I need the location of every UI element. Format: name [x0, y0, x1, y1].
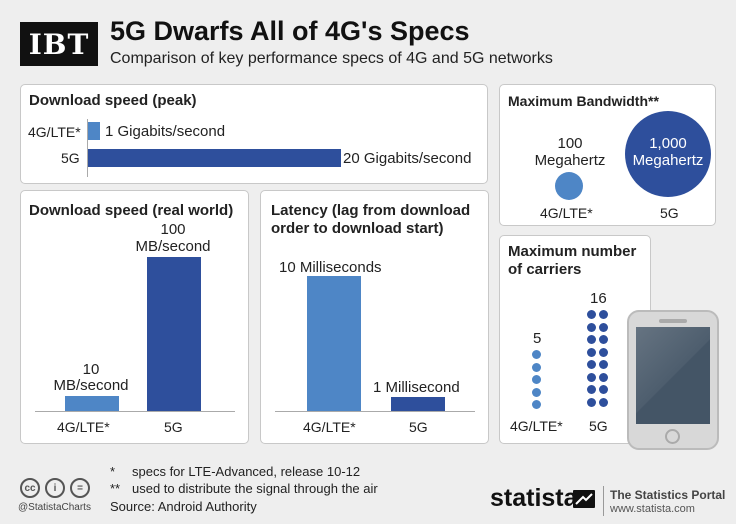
panel-peak-title: Download speed (peak) [29, 92, 197, 109]
real-baseline [35, 411, 235, 412]
cc-license-icon: cc [20, 478, 40, 498]
smartphone-speaker [659, 319, 687, 323]
peak-value-4g: 1 Gigabits/second [105, 123, 226, 140]
screen-glare [636, 327, 710, 424]
bandwidth-value-4g-unit: Megahertz [534, 152, 606, 169]
carriers-dots-4g [532, 350, 544, 412]
carrier-dot [587, 310, 596, 319]
panel-carriers-title-line2: of carriers [508, 261, 582, 278]
latency-bar-4g [307, 276, 361, 411]
latency-value-4g: 10 Milliseconds [279, 259, 382, 276]
attribution-icon: i [45, 478, 65, 498]
smartphone-illustration [627, 310, 719, 450]
carrier-dot [587, 347, 596, 357]
peak-bar-4g [88, 122, 100, 140]
carrier-dot [532, 387, 541, 397]
panel-bandwidth: Maximum Bandwidth** 100 Megahertz 1,000 … [499, 84, 716, 226]
carrier-dot [587, 385, 596, 394]
real-value-5g: 100 [160, 221, 186, 238]
carrier-dot [587, 372, 596, 382]
smartphone-screen [636, 327, 710, 424]
real-bar-5g [147, 257, 201, 411]
carriers-label-5g: 5G [589, 418, 608, 434]
statista-portal-line1: The Statistics Portal [610, 488, 726, 502]
carrier-dot [599, 360, 608, 369]
real-label-5g: 5G [164, 419, 183, 435]
panel-carriers-title-line1: Maximum number [508, 243, 637, 260]
panel-latency: Latency (lag from download order to down… [260, 190, 489, 444]
carrier-dot [599, 335, 608, 344]
carrier-dot [587, 397, 596, 407]
statista-portal-line2: www.statista.com [610, 503, 695, 515]
real-unit-5g: MB/second [135, 238, 211, 255]
bandwidth-label-4g: 4G/LTE* [540, 205, 593, 221]
statista-logo-icon [573, 490, 595, 508]
bandwidth-label-5g: 5G [660, 205, 679, 221]
footnote-1-mark: * [110, 464, 116, 479]
carriers-dots-5g [587, 310, 611, 412]
statista-brand: statista [490, 484, 578, 512]
real-bar-4g [65, 396, 119, 411]
latency-bar-5g [391, 397, 445, 411]
noderivs-icon: = [70, 478, 90, 498]
peak-bar-5g [88, 149, 341, 167]
page-subtitle: Comparison of key performance specs of 4… [110, 50, 553, 67]
peak-axis-line [87, 119, 88, 177]
statista-logo-arrow [575, 493, 593, 505]
carrier-dot [587, 335, 596, 344]
panel-real-title: Download speed (real world) [29, 202, 234, 219]
panel-carriers: Maximum number of carriers 5 16 4G/LTE* … [499, 235, 651, 444]
real-unit-4g: MB/second [53, 377, 129, 394]
footnote-2: used to distribute the signal through th… [132, 481, 378, 496]
carrier-dot [599, 310, 608, 319]
bandwidth-value-5g-unit: Megahertz [632, 152, 704, 169]
carrier-dot [599, 322, 608, 332]
panel-latency-title-line2: order to download start) [271, 220, 444, 237]
carriers-label-4g: 4G/LTE* [510, 418, 563, 434]
bandwidth-circle-4g [555, 172, 583, 200]
peak-label-5g: 5G [61, 150, 80, 166]
carrier-dot [599, 347, 608, 357]
carrier-dot [532, 400, 541, 409]
carrier-dot [599, 397, 608, 407]
panel-peak-speed: Download speed (peak) 4G/LTE* 5G 1 Gigab… [20, 84, 488, 184]
carrier-dot [599, 385, 608, 394]
carrier-dot [587, 322, 596, 332]
latency-label-4g: 4G/LTE* [303, 419, 356, 435]
carriers-value-4g: 5 [533, 330, 542, 347]
peak-label-4g: 4G/LTE* [28, 124, 81, 140]
real-label-4g: 4G/LTE* [57, 419, 110, 435]
bandwidth-circle-5g [625, 111, 711, 197]
carrier-dot [587, 360, 596, 369]
latency-label-5g: 5G [409, 419, 428, 435]
ibt-logo: IBT [20, 22, 98, 66]
latency-baseline [275, 411, 475, 412]
footnote-2-mark: ** [110, 481, 121, 496]
carriers-value-5g: 16 [590, 290, 607, 307]
carrier-dot [599, 372, 608, 382]
carrier-dot [532, 350, 541, 359]
statista-divider [603, 486, 604, 516]
peak-value-5g: 20 Gigabits/second [343, 150, 472, 167]
panel-bandwidth-title: Maximum Bandwidth** [508, 93, 659, 109]
page-title: 5G Dwarfs All of 4G's Specs [110, 16, 470, 46]
bandwidth-value-5g-number: 1,000 [649, 135, 687, 152]
statista-handle: @StatistaCharts [18, 502, 91, 513]
bandwidth-value-4g-number: 100 [557, 135, 583, 152]
source-text: Source: Android Authority [110, 499, 257, 514]
real-value-4g: 10 [82, 361, 100, 378]
smartphone-home-button [665, 429, 680, 444]
carrier-dot [532, 375, 541, 384]
panel-real-speed: Download speed (real world) 10 MB/second… [20, 190, 249, 444]
panel-latency-title-line1: Latency (lag from download [271, 202, 471, 219]
carrier-dot [532, 362, 541, 372]
footnote-1: specs for LTE-Advanced, release 10-12 [132, 464, 361, 479]
latency-value-5g: 1 Millisecond [373, 379, 460, 396]
